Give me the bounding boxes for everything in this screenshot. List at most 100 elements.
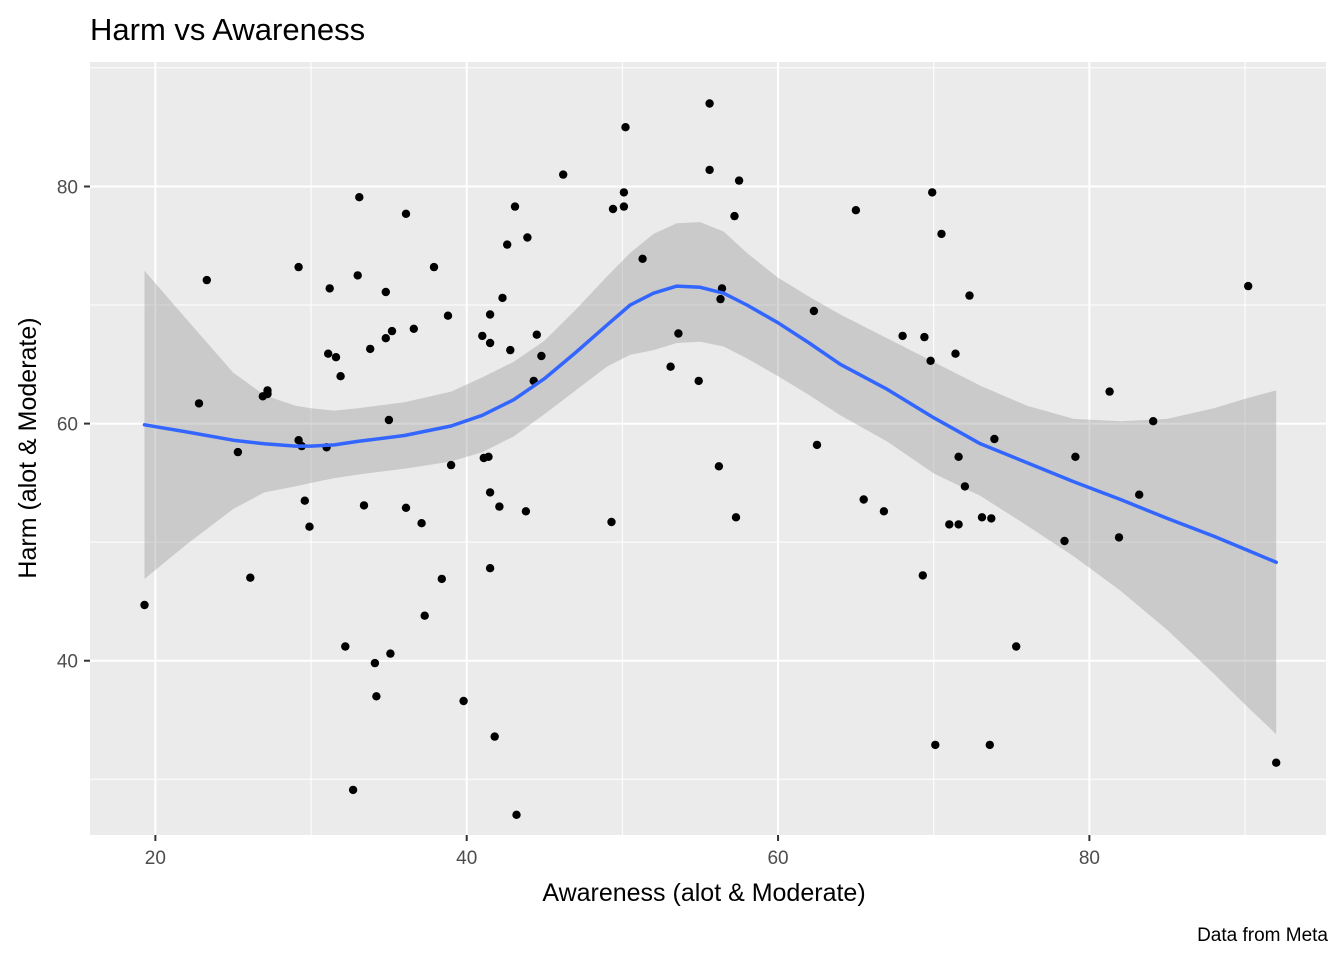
data-point [417,519,426,528]
data-point [965,291,974,300]
data-point [485,564,495,573]
confidence-ribbon-layer [144,222,1277,735]
data-point [490,732,499,741]
data-point [990,434,999,444]
data-point [401,209,411,218]
data-point [730,211,739,221]
data-point [619,202,629,211]
data-point [370,658,380,668]
data-point [1060,536,1069,546]
data-point [202,275,211,285]
minor-gridlines [90,62,1326,835]
data-point [532,330,541,339]
chart-title: Harm vs Awareness [90,12,365,47]
data-point [478,331,487,341]
data-point [324,349,333,358]
data-point [809,306,819,316]
data-point [498,293,507,303]
data-point [559,170,568,179]
data-point [960,482,970,491]
data-point [331,353,341,362]
data-point [294,262,303,272]
data-point [1105,387,1114,396]
data-point [1244,281,1253,291]
major-gridlines [90,62,1326,835]
data-point [506,345,515,355]
data-point [1149,417,1158,426]
data-point [485,488,495,497]
data-point [1114,533,1124,542]
data-point [305,522,314,531]
data-point [348,785,358,795]
data-point [437,574,446,584]
data-point [341,642,350,651]
data-point [503,240,512,249]
data-point [420,611,429,620]
data-point [1071,452,1080,461]
data-point [920,332,929,342]
data-point [879,507,889,516]
data-point [954,520,963,529]
y-axis-title: Harm (alot & Moderate) [14,317,42,578]
data-point [954,452,963,461]
data-point [246,573,255,582]
data-point [918,571,927,580]
data-point [384,415,394,425]
data-point [705,165,714,175]
data-point [381,334,390,343]
data-point [485,310,495,319]
x-tick-label: 60 [767,848,788,869]
y-tick-label: 60 [57,415,78,436]
y-axis: 40 60 80 [57,177,90,673]
data-point [928,188,937,197]
data-point [510,202,520,211]
data-point [951,349,960,358]
data-points-layer [140,99,1281,819]
data-point [812,440,822,450]
smooth-line [142,284,1278,565]
data-point [945,520,954,529]
data-point [495,502,504,511]
data-point [987,514,996,523]
data-point [233,447,243,457]
data-point [898,331,907,341]
data-point [353,271,362,280]
x-tick-label: 40 [456,848,477,869]
data-point [446,460,456,470]
data-point [714,462,724,471]
data-point [666,362,675,371]
data-point [325,284,334,293]
data-point [638,254,647,263]
y-tick-label: 80 [57,177,78,198]
x-axis-title: Awareness (alot & Moderate) [542,879,865,907]
data-point [484,452,493,461]
data-point [937,229,946,239]
data-point [521,507,531,516]
data-point [931,740,940,750]
data-point [359,501,369,510]
data-point [512,810,521,819]
data-point [674,329,683,338]
data-point [608,204,618,214]
data-point [621,123,630,132]
data-point [926,356,935,365]
data-point [716,294,725,304]
data-point [429,262,439,272]
x-tick-label: 20 [145,848,166,869]
data-point [336,372,345,381]
chart-caption: Data from Meta [1197,925,1328,946]
data-point [1135,490,1144,499]
data-point [387,326,397,336]
data-point [386,649,395,658]
data-point [355,193,364,202]
plot-panel [90,62,1326,835]
data-point [409,324,418,333]
data-point [263,386,272,395]
data-point [851,206,861,215]
smooth-line-layer [142,284,1278,565]
data-point [985,740,994,750]
data-point [381,287,390,297]
x-axis: 20 40 60 80 [145,835,1100,869]
data-point [194,399,204,408]
